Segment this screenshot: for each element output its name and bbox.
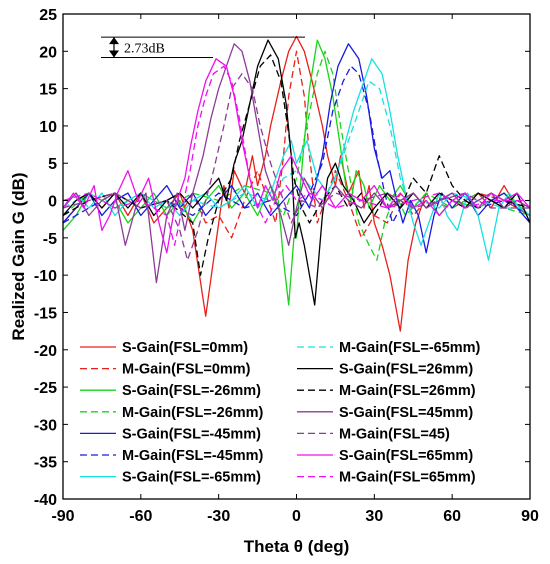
y-tick-label: 20: [39, 44, 57, 61]
x-tick-label: -90: [51, 508, 74, 525]
y-tick-label: 25: [39, 7, 57, 24]
legend: S-Gain(FSL=0mm) M-Gain(FSL=0mm) S-Gain(FSL…: [80, 340, 481, 486]
series-layer: [63, 35, 530, 332]
annotation-arrow-up: [109, 37, 119, 45]
y-tick-label: -5: [43, 231, 57, 248]
x-tick-label: 0: [292, 508, 301, 525]
y-tick-label: -30: [34, 417, 57, 434]
legend-label: S-Gain(FSL=-45mm): [122, 426, 261, 442]
legend-label: S-Gain(FSL=-65mm): [122, 470, 261, 486]
series-line: [63, 43, 530, 284]
y-tick-label: 10: [39, 119, 57, 136]
legend-label: S-Gain(FSL=26mm): [339, 362, 473, 378]
series-line: [63, 58, 530, 254]
x-tick-label: 30: [365, 508, 383, 525]
x-tick-label: 90: [521, 508, 539, 525]
legend-label: S-Gain(FSL=0mm): [122, 340, 248, 356]
axes: -90 -60 -30 0 30 60 90 25 20 15 10 5 0 -5 -10 -15 -20 -25…: [34, 7, 539, 525]
series-line: [63, 80, 530, 209]
annotation-arrow-down: [109, 50, 119, 58]
legend-label: M-Gain(FSL=-26mm): [122, 405, 264, 421]
legend-label: M-Gain(FSL=-65mm): [339, 340, 481, 356]
y-tick-label: 5: [48, 156, 57, 173]
legend-label: M-Gain(FSL=65mm): [339, 470, 476, 486]
legend-label: M-Gain(FSL=0mm): [122, 362, 251, 378]
y-tick-label: 15: [39, 82, 57, 99]
legend-label: S-Gain(FSL=45mm): [339, 405, 473, 421]
legend-label: M-Gain(FSL=26mm): [339, 383, 476, 399]
legend-label: S-Gain(FSL=65mm): [339, 448, 473, 464]
series-line: [63, 39, 530, 306]
y-tick-label: -10: [34, 268, 57, 285]
x-axis-title: Theta θ (deg): [244, 537, 350, 556]
series-line: [63, 65, 530, 246]
legend-label: M-Gain(FSL=-45mm): [122, 448, 264, 464]
y-tick-label: -35: [34, 455, 57, 472]
y-axis-title: Realized Gain G (dB): [9, 172, 28, 340]
legend-label: M-Gain(FSL=45): [339, 426, 450, 442]
series-line: [63, 50, 530, 239]
annotation-group: 2.73dB: [101, 36, 305, 59]
legend-background: [75, 334, 527, 496]
legend-label: S-Gain(FSL=-26mm): [122, 383, 261, 399]
series-line: [63, 58, 530, 261]
series-line: [63, 39, 530, 306]
x-tick-label: 60: [443, 508, 461, 525]
series-line: [63, 54, 530, 276]
x-tick-label: -60: [129, 508, 152, 525]
y-tick-label: -25: [34, 380, 57, 397]
series-line: [63, 50, 530, 261]
y-tick-label: -20: [34, 343, 57, 360]
y-tick-label: -40: [34, 492, 57, 509]
y-tick-label: -15: [34, 305, 57, 322]
legend-box: [75, 334, 527, 496]
annotation-label: 2.73dB: [124, 41, 165, 56]
y-tick-label: 0: [48, 194, 57, 211]
x-tick-label: -30: [207, 508, 230, 525]
